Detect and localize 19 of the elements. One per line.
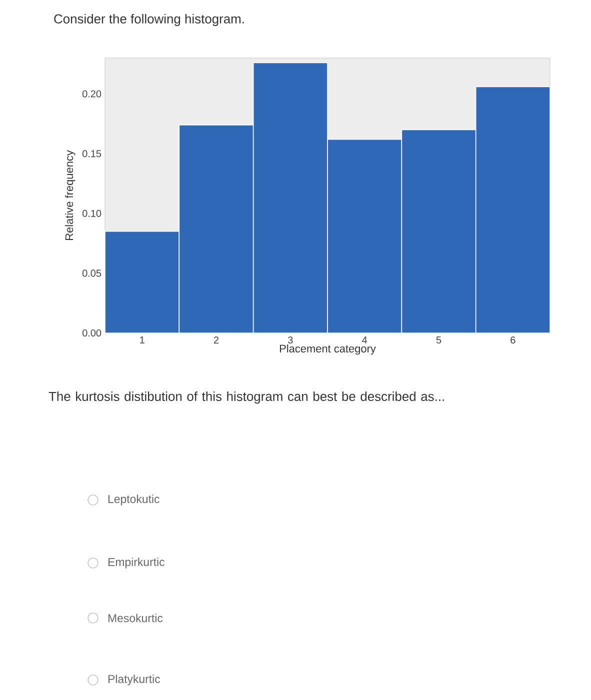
x-tick-label: 2 xyxy=(214,336,219,344)
x-tick-label: 3 xyxy=(288,336,293,344)
x-tick-label: 4 xyxy=(362,336,368,344)
x-tick-label: 5 xyxy=(436,336,442,344)
chart-title: Consider the following histogram. xyxy=(54,14,244,26)
text: The kurtosis distibution of this histogram can best be described as... xyxy=(48,392,444,404)
x-tick-label: 6 xyxy=(510,336,516,344)
text: Empirkurtic xyxy=(108,558,164,568)
text: Mesokurtic xyxy=(108,614,163,622)
y-tick-label: 0.00 xyxy=(82,329,102,337)
y-tick-label: 0.05 xyxy=(82,270,102,277)
y-tick-label: 0.10 xyxy=(82,210,102,217)
y-axis-title: Relative frequency xyxy=(65,150,76,240)
text: Leptokutic xyxy=(108,494,160,506)
y-tick-label: 0.20 xyxy=(82,90,102,98)
x-axis-title: Placement category xyxy=(280,344,376,355)
y-tick-label: 0.15 xyxy=(82,150,102,158)
x-tick-label: 1 xyxy=(140,336,144,344)
text: Platykurtic xyxy=(108,674,160,686)
